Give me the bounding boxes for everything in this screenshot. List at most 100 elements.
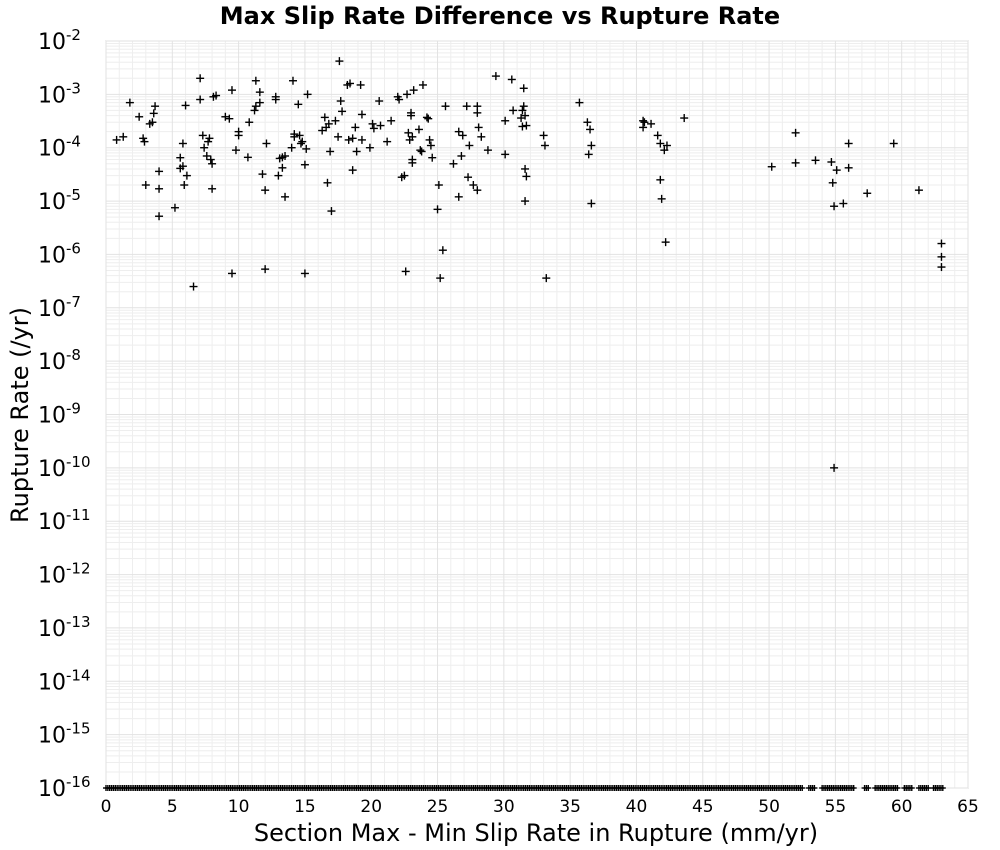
data-point bbox=[258, 170, 267, 179]
data-point bbox=[196, 74, 205, 83]
y-tick-exponent: -6 bbox=[66, 239, 81, 257]
data-point bbox=[155, 184, 164, 193]
data-point bbox=[839, 199, 848, 208]
floor-point bbox=[925, 785, 932, 791]
data-point bbox=[271, 92, 280, 101]
data-point bbox=[418, 80, 427, 89]
data-point bbox=[148, 118, 157, 127]
data-point bbox=[295, 131, 304, 140]
x-tick-label: 30 bbox=[493, 797, 515, 817]
x-tick-label: 10 bbox=[228, 797, 250, 817]
data-point bbox=[357, 110, 366, 119]
data-point bbox=[178, 162, 187, 171]
data-point bbox=[140, 137, 149, 146]
data-point bbox=[234, 127, 243, 136]
x-tick-label: 60 bbox=[891, 797, 913, 817]
data-point bbox=[640, 118, 649, 127]
data-point bbox=[205, 134, 214, 143]
data-point bbox=[937, 252, 946, 261]
data-point bbox=[863, 189, 872, 198]
y-tick-base: 10 bbox=[38, 83, 66, 108]
data-point bbox=[376, 121, 385, 130]
data-point bbox=[454, 127, 463, 136]
y-tick-base: 10 bbox=[38, 724, 66, 749]
data-point bbox=[189, 282, 198, 291]
data-point bbox=[255, 88, 264, 97]
data-point bbox=[662, 141, 671, 150]
data-point bbox=[346, 79, 355, 88]
data-point bbox=[180, 181, 189, 190]
y-tick-label: 10 -16 bbox=[38, 773, 91, 802]
data-point bbox=[542, 274, 551, 283]
data-point bbox=[811, 156, 820, 165]
data-point bbox=[457, 151, 466, 160]
x-axis-ticks: 0 5 10 15 20 25 30 35 40 45 50 55 60 65 bbox=[101, 797, 979, 817]
data-point bbox=[395, 95, 404, 104]
y-tick-exponent: -8 bbox=[66, 346, 81, 364]
data-point bbox=[288, 76, 297, 85]
floor-point bbox=[894, 785, 901, 791]
y-tick-label: 10 -2 bbox=[38, 26, 81, 55]
floor-markers bbox=[103, 785, 946, 791]
data-point bbox=[141, 181, 150, 190]
y-tick-label: 10 -6 bbox=[38, 239, 81, 268]
y-tick-label: 10 -5 bbox=[38, 186, 81, 215]
data-point bbox=[937, 263, 946, 272]
data-point bbox=[176, 153, 185, 162]
data-point bbox=[539, 131, 548, 140]
data-point bbox=[914, 186, 923, 195]
data-point bbox=[135, 112, 144, 121]
data-point bbox=[425, 135, 434, 144]
data-point bbox=[296, 139, 305, 148]
data-point bbox=[426, 141, 435, 150]
y-tick-label: 10 -10 bbox=[38, 453, 91, 482]
y-tick-exponent: -11 bbox=[66, 506, 91, 524]
data-point bbox=[407, 111, 416, 120]
y-tick-label: 10 -7 bbox=[38, 293, 81, 322]
data-point bbox=[422, 113, 431, 122]
data-point bbox=[274, 171, 283, 180]
y-tick-base: 10 bbox=[38, 297, 66, 322]
data-point bbox=[657, 194, 666, 203]
y-tick-exponent: -15 bbox=[66, 720, 91, 738]
data-point bbox=[767, 162, 776, 171]
data-point bbox=[522, 121, 531, 130]
data-point bbox=[383, 137, 392, 146]
data-point bbox=[428, 153, 437, 162]
y-tick-base: 10 bbox=[38, 190, 66, 215]
data-point bbox=[507, 75, 516, 84]
y-tick-label: 10 -4 bbox=[38, 133, 81, 162]
data-point bbox=[469, 181, 478, 190]
data-point bbox=[356, 80, 365, 89]
data-point bbox=[221, 112, 230, 121]
data-point bbox=[255, 98, 264, 107]
data-point bbox=[844, 163, 853, 172]
data-point bbox=[521, 197, 530, 206]
data-point bbox=[414, 125, 423, 134]
y-tick-label: 10 -14 bbox=[38, 666, 91, 695]
data-point bbox=[832, 166, 841, 175]
data-point bbox=[586, 125, 595, 134]
y-tick-exponent: -9 bbox=[66, 400, 81, 418]
data-point bbox=[119, 132, 128, 141]
data-point bbox=[408, 155, 417, 164]
y-axis-ticks: 10-210-310-410-510-610-710-810-910 -1010-… bbox=[38, 26, 91, 802]
data-point bbox=[196, 95, 205, 104]
data-point bbox=[438, 246, 447, 255]
data-point bbox=[433, 205, 442, 214]
data-point bbox=[243, 153, 252, 162]
y-tick-base: 10 bbox=[38, 30, 66, 55]
data-point bbox=[680, 114, 689, 123]
data-point bbox=[331, 116, 340, 125]
data-point bbox=[521, 164, 530, 173]
y-tick-base: 10 bbox=[38, 510, 66, 535]
floor-point bbox=[939, 785, 946, 791]
y-tick-base: 10 bbox=[38, 404, 66, 429]
y-tick-exponent: -13 bbox=[66, 613, 91, 631]
y-tick-label: 10 -9 bbox=[38, 400, 81, 429]
data-point bbox=[518, 106, 527, 115]
data-point bbox=[303, 90, 312, 99]
data-point bbox=[656, 175, 665, 184]
data-point bbox=[336, 97, 345, 106]
